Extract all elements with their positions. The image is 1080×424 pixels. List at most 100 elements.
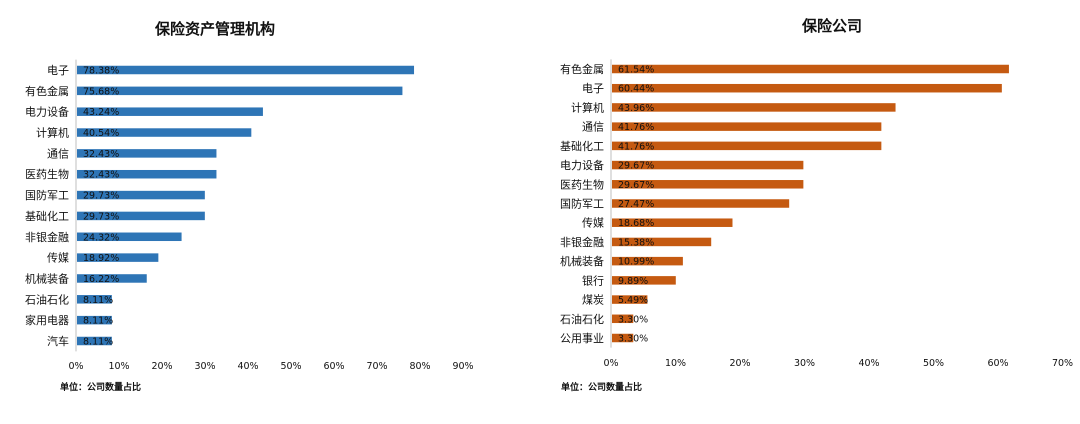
chart2-data-label: 41.76%: [618, 122, 654, 133]
chart2-data-label: 3.30%: [618, 334, 648, 345]
chart2-data-label: 15.38%: [618, 237, 654, 248]
chart1-data-label: 8.11%: [83, 337, 113, 348]
chart2-data-label: 60.44%: [618, 84, 654, 95]
chart1-data-label: 29.73%: [83, 211, 119, 222]
chart1-title: 保险资产管理机构: [154, 20, 275, 38]
chart1-category-label: 电子: [47, 64, 69, 77]
chart2-bar: [612, 122, 882, 131]
chart1-category-label: 非银金融: [25, 230, 69, 244]
chart2-x-tick-label: 0%: [603, 358, 618, 369]
chart2-bar: [612, 295, 648, 304]
chart1-data-label: 43.24%: [83, 107, 119, 118]
chart2-bar: [612, 314, 634, 324]
chart2-data-label: 29.67%: [618, 180, 654, 191]
chart2-data-label: 27.47%: [618, 199, 654, 210]
chart1-x-tick-label: 20%: [151, 361, 172, 372]
chart1-x-tick-label: 10%: [108, 361, 129, 372]
chart2-x-tick-label: 70%: [1052, 358, 1073, 369]
chart2-data-label: 5.49%: [618, 295, 648, 306]
chart2-title: 保险公司: [801, 17, 862, 35]
chart1-bar: [77, 253, 159, 262]
chart1-unit-note: 单位：公司数量占比: [60, 381, 141, 393]
chart2-category-label: 计算机: [571, 100, 604, 114]
chart2-category-label: 银行: [582, 273, 604, 287]
chart2-data-label: 9.89%: [618, 276, 648, 287]
chart1-data-label: 75.68%: [83, 86, 119, 97]
chart2-bar: [612, 218, 733, 227]
chart2-x-tick-label: 40%: [858, 358, 879, 369]
chart2-data-label: 29.67%: [618, 161, 654, 172]
chart2-bar: [612, 333, 634, 343]
chart2-unit-note: 单位：公司数量占比: [561, 381, 642, 393]
chart2-data-label: 10.99%: [618, 257, 654, 268]
chart1-x-tick-label: 30%: [194, 361, 215, 372]
chart2-x-tick-label: 20%: [729, 358, 750, 369]
chart2-x-tick-label: 30%: [794, 358, 815, 369]
chart1-data-label: 16.22%: [83, 274, 119, 285]
chart1-category-label: 机械装备: [25, 271, 69, 285]
chart1-bar: [77, 336, 112, 346]
chart2-category-label: 通信: [582, 121, 604, 134]
chart2-x-tick-label: 60%: [987, 358, 1008, 369]
chart1-data-label: 32.43%: [83, 170, 119, 181]
chart2-bar: [612, 256, 683, 266]
chart2-bar: [612, 199, 790, 208]
chart1-category-label: 家用电器: [25, 313, 69, 327]
chart2-bar: [612, 83, 1002, 93]
chart1-category-label: 通信: [47, 147, 69, 160]
chart2-x-tick-label: 50%: [923, 358, 944, 369]
chart1-category-label: 汽车: [47, 334, 69, 348]
chart1-x-tick-label: 50%: [280, 361, 301, 372]
chart1-bar: [77, 190, 205, 200]
chart1-data-label: 18.92%: [83, 253, 119, 264]
chart1-x-tick-label: 70%: [366, 361, 387, 372]
chart1-x-tick-label: 0%: [68, 361, 83, 372]
chart1-bar: [77, 211, 205, 221]
chart1-category-label: 有色金属: [25, 84, 69, 98]
chart2-bar: [612, 64, 1009, 74]
chart2-category-label: 国防军工: [560, 197, 604, 211]
chart1-x-tick-label: 40%: [237, 361, 258, 372]
chart2-x-tick-label: 10%: [665, 358, 686, 369]
chart1-category-label: 计算机: [36, 126, 69, 140]
chart2-category-label: 机械装备: [560, 254, 604, 268]
chart2-category-label: 非银金融: [560, 235, 604, 249]
chart2-data-label: 41.76%: [618, 141, 654, 152]
chart2-bar: [612, 237, 712, 247]
chart1-category-label: 基础化工: [25, 209, 69, 223]
chart2-category-label: 基础化工: [560, 139, 604, 153]
chart2-category-label: 有色金属: [560, 62, 604, 76]
chart1-x-tick-label: 80%: [409, 361, 430, 372]
chart1-bar: [77, 65, 415, 75]
chart2-category-label: 煤炭: [582, 294, 604, 307]
chart1-category-label: 传媒: [47, 252, 69, 265]
chart2-data-label: 43.96%: [618, 103, 654, 114]
chart2-bar: [612, 180, 804, 189]
chart1-data-label: 32.43%: [83, 149, 119, 160]
chart1-bar: [77, 149, 217, 158]
chart1-data-label: 8.11%: [83, 316, 113, 327]
chart1-bar: [77, 295, 112, 304]
chart2-category-label: 电子: [582, 82, 604, 95]
chart2-data-label: 61.54%: [618, 65, 654, 76]
chart1-x-tick-label: 90%: [452, 361, 473, 372]
chart1-bar: [77, 232, 182, 242]
chart1-category-label: 电力设备: [25, 105, 69, 119]
chart1-data-label: 40.54%: [83, 128, 119, 139]
chart2-category-label: 公用事业: [560, 332, 604, 345]
chart2-category-label: 传媒: [582, 217, 604, 230]
chart2-category-label: 石油石化: [560, 312, 604, 326]
chart1-bar: [77, 274, 147, 283]
chart1-bar: [77, 128, 252, 137]
chart2-category-label: 电力设备: [560, 158, 604, 172]
chart1-bar: [77, 169, 217, 179]
chart1-data-label: 24.32%: [83, 232, 119, 243]
chart2-bar: [612, 276, 676, 285]
chart1-category-label: 国防军工: [25, 188, 69, 202]
chart2-data-label: 18.68%: [618, 218, 654, 229]
chart2-data-label: 3.30%: [618, 314, 648, 325]
chart1-bar: [77, 86, 403, 96]
chart2-bar: [612, 103, 896, 112]
chart1-bar: [77, 315, 112, 325]
